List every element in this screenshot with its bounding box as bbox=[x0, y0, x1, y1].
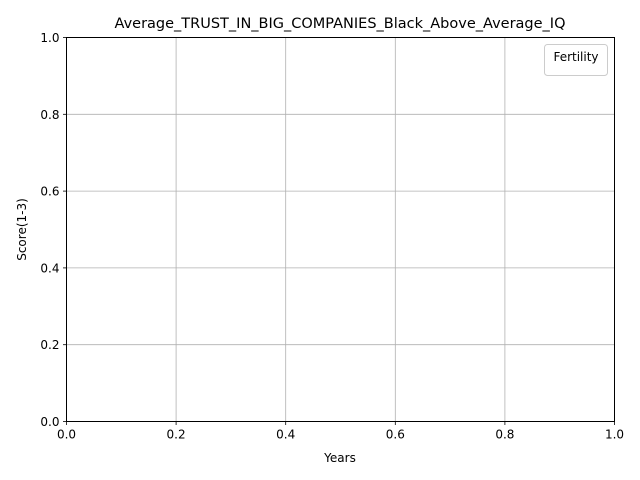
axes-frame bbox=[66, 37, 615, 422]
y-tick-label: 0.0 bbox=[40, 415, 59, 429]
plot-area bbox=[66, 37, 615, 422]
y-tick-label: 1.0 bbox=[40, 31, 59, 45]
y-tick-label: 0.4 bbox=[40, 261, 59, 275]
x-tick-label: 0.8 bbox=[495, 428, 514, 442]
x-axis-title: Years bbox=[323, 451, 356, 465]
x-axis: 0.0 0.2 0.4 0.6 0.8 1.0 bbox=[57, 421, 624, 442]
x-tick-label: 0.2 bbox=[167, 428, 186, 442]
legend-title: Fertility bbox=[553, 50, 598, 64]
y-tick-label: 0.8 bbox=[40, 108, 59, 122]
legend: Fertility bbox=[544, 44, 608, 76]
y-tick-label: 0.2 bbox=[40, 338, 59, 352]
chart-title: Average_TRUST_IN_BIG_COMPANIES_Black_Abo… bbox=[115, 16, 566, 32]
legend-box bbox=[544, 44, 608, 76]
y-tick-label: 0.6 bbox=[40, 185, 59, 199]
x-tick-label: 1.0 bbox=[605, 428, 624, 442]
y-axis-title: Score(1-3) bbox=[15, 198, 29, 261]
x-tick-label: 0.6 bbox=[386, 428, 405, 442]
x-tick-label: 0.4 bbox=[276, 428, 295, 442]
y-axis: 0.0 0.2 0.4 0.6 0.8 1.0 bbox=[40, 31, 67, 429]
x-tick-label: 0.0 bbox=[57, 428, 76, 442]
